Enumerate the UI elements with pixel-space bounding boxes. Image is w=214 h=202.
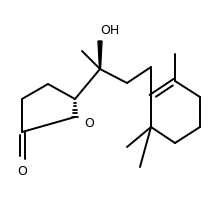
Polygon shape xyxy=(98,42,102,70)
Text: OH: OH xyxy=(100,23,120,36)
Text: O: O xyxy=(84,117,94,130)
Text: O: O xyxy=(17,165,27,178)
